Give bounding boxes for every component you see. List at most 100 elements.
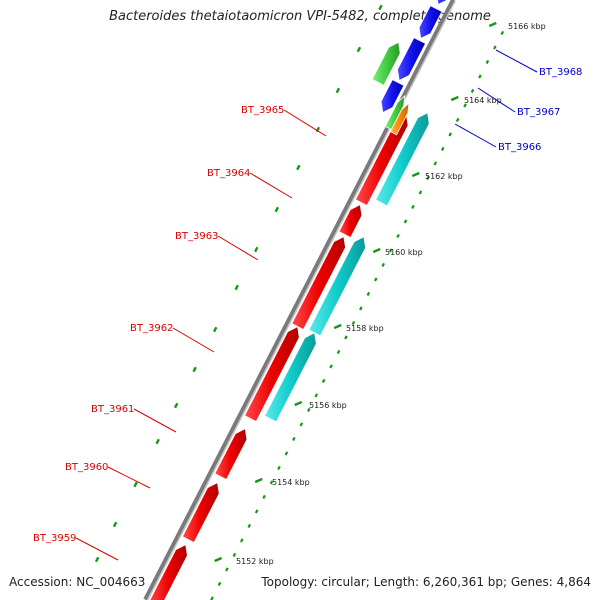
kbp-label: 5154 kbp — [272, 478, 310, 487]
tick-minor — [388, 248, 393, 253]
tick-minor — [306, 407, 311, 412]
gene-arrow-red — [149, 543, 188, 600]
tick-labelled — [450, 95, 459, 102]
gene-label-leader — [133, 408, 177, 433]
tick-minor — [470, 88, 475, 93]
backbone-highlight — [146, 0, 457, 600]
gene-label-leader — [107, 466, 151, 489]
tick-major — [155, 438, 160, 445]
tick-major — [173, 402, 179, 409]
tick-minor — [210, 596, 214, 600]
tick-labelled — [254, 477, 263, 484]
cds-arrow-cyan — [264, 332, 317, 423]
cds-arrow-cyan — [308, 236, 367, 337]
kbp-label: 5158 kbp — [346, 324, 384, 333]
gene-arrow-red — [181, 481, 220, 544]
tick-labelled — [333, 323, 342, 330]
tick-minor — [403, 219, 408, 224]
gene-label-leader — [495, 49, 538, 73]
map-title: Bacteroides thetaiotaomicron VPI-5482, c… — [109, 9, 491, 24]
gene-label: BT_3964 — [207, 168, 250, 179]
tick-minor — [277, 465, 281, 470]
backbone-line — [143, 0, 455, 600]
tick-major — [378, 4, 383, 11]
gene-label-leader — [454, 123, 497, 148]
tick-major — [112, 521, 118, 528]
feature-arrow-green — [371, 41, 401, 86]
cds-arrow-cyan — [375, 112, 430, 207]
gene-arrow-blue — [418, 5, 443, 40]
tick-minor — [396, 233, 400, 238]
tick-minor — [299, 422, 304, 427]
tick-minor — [336, 349, 341, 354]
gene-arrow-red — [214, 427, 248, 481]
gene-label: BT_3965 — [241, 105, 284, 116]
tick-major — [234, 284, 239, 291]
tick-minor — [493, 45, 497, 50]
gene-arrow-red — [338, 203, 363, 239]
gene-arrow-red — [291, 235, 346, 331]
genome-backbone — [143, 0, 457, 600]
tick-minor — [426, 175, 430, 180]
tick-minor — [433, 161, 438, 166]
tick-minor — [448, 132, 452, 137]
tick-minor — [500, 30, 505, 35]
accession-label: Accession: NC_004663 — [9, 575, 146, 589]
kbp-label: 5164 kbp — [464, 96, 502, 105]
gene-label: BT_3968 — [539, 67, 582, 78]
tick-minor — [359, 306, 363, 311]
gene-labels: BT_3959 BT_3960 BT_3961 BT_3962 BT_3963 BT_39… — [33, 49, 582, 561]
tick-labelled — [411, 171, 420, 178]
tick-minor — [478, 74, 482, 79]
gene-label: BT_3966 — [498, 142, 541, 153]
tick-minor — [440, 146, 445, 151]
tick-major — [254, 246, 259, 253]
gene-arrow-red — [244, 325, 300, 423]
gene-label-leader — [477, 87, 516, 113]
tick-major — [274, 206, 279, 213]
genome-summary: Topology: circular; Length: 6,260,361 bp… — [261, 575, 591, 589]
tick-minor — [351, 320, 356, 325]
tick-minor — [284, 451, 289, 456]
gene-label-leader — [249, 172, 293, 199]
tick-major — [133, 481, 138, 488]
position-labels: 5152 kbp 5154 kbp 5156 kbp 5158 kbp 5160 kbp… — [236, 22, 546, 566]
tick-labelled — [488, 21, 497, 28]
tick-minor — [239, 538, 244, 543]
tick-minor — [485, 59, 490, 64]
gene-label: BT_3967 — [517, 107, 560, 118]
gene-label-leader — [75, 537, 119, 561]
kbp-label: 5160 kbp — [385, 248, 423, 257]
tick-minor — [344, 335, 348, 340]
gene-label-leader — [217, 235, 259, 261]
tick-minor — [411, 204, 415, 209]
tick-minor — [373, 277, 378, 282]
feature-arrow-green — [384, 95, 406, 131]
tick-minor — [262, 494, 266, 499]
tick-minor — [292, 436, 296, 441]
gene-label: BT_3963 — [175, 231, 218, 242]
tick-labelled — [372, 247, 381, 254]
gene-label-leader — [283, 109, 327, 137]
kbp-label: 5166 kbp — [508, 22, 546, 31]
tick-minor — [217, 581, 222, 586]
gene-arrow-blue — [437, 0, 448, 6]
gene-label: BT_3961 — [91, 404, 134, 415]
tick-minor — [329, 364, 333, 369]
tick-minor — [463, 103, 467, 108]
gene-arrow-blue — [380, 79, 405, 114]
tick-minor — [232, 552, 237, 557]
gene-label: BT_3962 — [130, 323, 173, 334]
tick-minor — [254, 509, 259, 514]
kbp-label: 5152 kbp — [236, 557, 274, 566]
gene-arrow-blue — [397, 37, 427, 82]
kbp-label: 5156 kbp — [309, 401, 347, 410]
tick-minor — [381, 262, 385, 267]
tick-minor — [269, 480, 274, 485]
tick-labelled — [294, 400, 303, 407]
tick-labelled — [214, 556, 223, 563]
tick-minor — [247, 523, 251, 528]
gene-label: BT_3960 — [65, 462, 108, 473]
kbp-label: 5162 kbp — [425, 172, 463, 181]
tick-major — [335, 87, 341, 94]
